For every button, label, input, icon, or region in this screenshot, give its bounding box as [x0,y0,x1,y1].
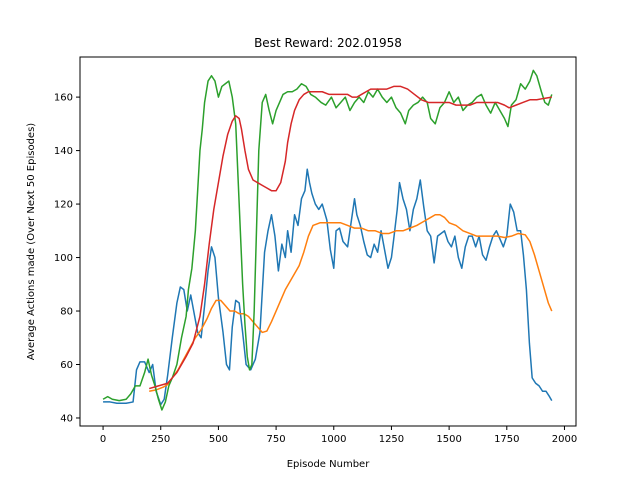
y-tick-label: 40 [60,413,73,424]
x-tick-label: 1750 [494,434,519,445]
y-tick-label: 120 [54,200,73,211]
x-axis-ticks: 0 250 500 750 1000 1250 1500 1750 2000 [100,426,577,445]
series-line-4 [149,85,552,390]
plot-frame [79,56,577,427]
y-axis-label: Average Actions made (Over Next 50 Episo… [26,123,37,360]
y-tick-label: 60 [60,360,73,371]
y-tick-label: 160 [54,93,73,104]
x-tick-label: 1000 [321,434,346,445]
y-tick-label: 80 [60,307,73,318]
x-tick-label: 750 [267,434,286,445]
y-tick-label: 140 [54,146,73,157]
x-tick-label: 1500 [436,434,461,445]
x-tick-label: 0 [100,434,106,445]
x-tick-label: 1250 [379,434,404,445]
x-axis-label: Episode Number [287,459,371,470]
series-line-3 [102,69,553,411]
chart-title: Best Reward: 202.01958 [254,36,402,50]
x-tick-label: 250 [151,434,170,445]
series-line-2 [149,214,553,392]
series-layer [102,69,553,411]
y-tick-label: 100 [54,253,73,264]
x-tick-label: 2000 [552,434,577,445]
y-axis-ticks: 40 60 80 100 120 140 160 [54,93,80,424]
x-tick-label: 500 [209,434,228,445]
